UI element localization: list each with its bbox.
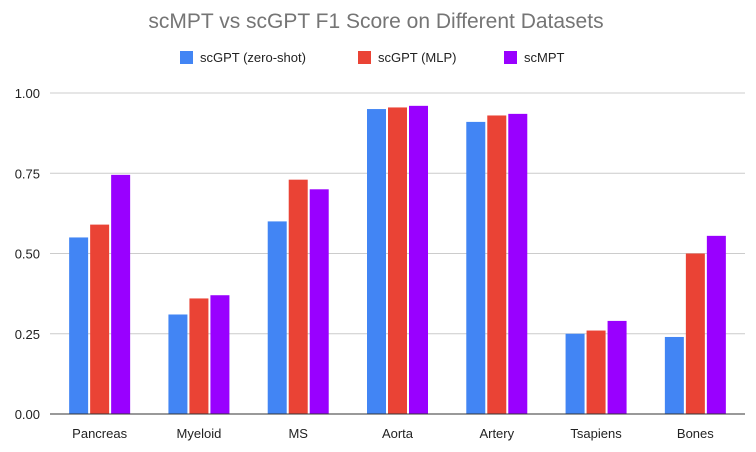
legend-label: scGPT (MLP) (378, 50, 457, 65)
legend-swatch (180, 51, 193, 64)
legend-item-scgpt-zero-shot[interactable]: scGPT (zero-shot) (180, 50, 306, 65)
x-axis: Pancreas Myeloid MS Aorta Artery Tsapiens Bone… (50, 413, 745, 441)
bar-scgpt-zero-shot-aorta[interactable] (367, 109, 386, 415)
y-tick-label: 0.75 (15, 166, 40, 181)
legend-item-scmpt[interactable]: scMPT (504, 50, 565, 65)
bar-scmpt-tsapiens[interactable] (607, 320, 627, 414)
bars (69, 105, 726, 415)
bar-scmpt-myeloid[interactable] (210, 295, 230, 414)
bar-scgpt-mlp-pancreas[interactable] (90, 224, 110, 414)
chart-title: scMPT vs scGPT F1 Score on Different Dat… (148, 10, 603, 33)
y-axis: 0.00 0.25 0.50 0.75 1.00 (15, 86, 40, 422)
bar-scmpt-ms[interactable] (309, 189, 329, 414)
y-tick-label: 0.00 (15, 407, 40, 422)
bar-scgpt-zero-shot-ms[interactable] (267, 221, 287, 414)
bar-group-aorta (367, 105, 428, 415)
x-tick-label: Artery (479, 426, 514, 441)
bar-group-tsapiens (565, 320, 627, 414)
bar-scmpt-artery[interactable] (508, 113, 528, 415)
bar-scgpt-zero-shot-tsapiens[interactable] (565, 333, 585, 414)
bar-scgpt-zero-shot-pancreas[interactable] (69, 237, 89, 414)
y-tick-label: 0.25 (15, 327, 40, 342)
legend-item-scgpt-mlp[interactable]: scGPT (MLP) (358, 50, 457, 65)
x-tick-label: Pancreas (72, 426, 127, 441)
bar-scgpt-mlp-bones[interactable] (685, 253, 705, 415)
bar-scgpt-mlp-tsapiens[interactable] (586, 330, 606, 414)
legend-label: scMPT (524, 50, 565, 65)
bar-group-myeloid (168, 295, 230, 414)
x-tick-label: Bones (677, 426, 714, 441)
bar-scmpt-aorta[interactable] (409, 105, 428, 414)
legend-swatch (358, 51, 371, 64)
bar-scgpt-mlp-aorta[interactable] (388, 107, 407, 414)
bar-scgpt-mlp-myeloid[interactable] (189, 298, 209, 414)
bar-scgpt-zero-shot-artery[interactable] (466, 121, 486, 414)
x-tick-label: Tsapiens (570, 426, 622, 441)
bar-scgpt-mlp-ms[interactable] (288, 179, 308, 414)
bar-scgpt-zero-shot-bones[interactable] (664, 336, 684, 414)
bar-group-artery (466, 113, 528, 415)
bar-scgpt-zero-shot-myeloid[interactable] (168, 314, 188, 414)
legend: scGPT (zero-shot) scGPT (MLP) scMPT (180, 50, 565, 65)
bar-scgpt-mlp-artery[interactable] (487, 115, 507, 414)
bar-scmpt-pancreas[interactable] (111, 174, 131, 414)
x-tick-label: Aorta (382, 426, 414, 441)
bar-scmpt-bones[interactable] (706, 235, 726, 414)
legend-label: scGPT (zero-shot) (200, 50, 306, 65)
x-tick-label: Myeloid (177, 426, 222, 441)
bar-group-bones (664, 235, 726, 415)
y-tick-label: 1.00 (15, 86, 40, 101)
bar-group-pancreas (69, 174, 131, 414)
legend-swatch (504, 51, 517, 64)
bar-group-ms (267, 179, 329, 414)
y-tick-label: 0.50 (15, 247, 40, 262)
x-tick-label: MS (288, 426, 308, 441)
